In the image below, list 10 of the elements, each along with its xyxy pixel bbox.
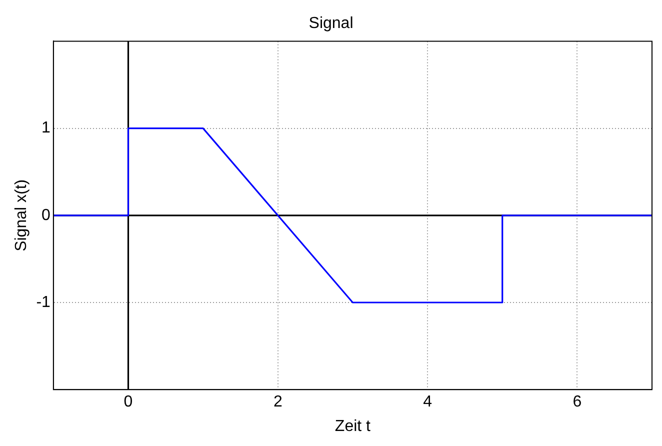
- y-tick-label: 1: [42, 120, 51, 137]
- y-axis-title: Signal x(t): [13, 179, 30, 252]
- chart-title: Signal: [308, 15, 354, 32]
- y-tick-label: -1: [36, 294, 51, 311]
- x-axis-title: Zeit t: [334, 418, 372, 435]
- x-tick-label: 6: [572, 394, 582, 411]
- x-tick-label: 4: [423, 394, 432, 411]
- x-tick-label: 0: [124, 394, 133, 411]
- x-tick-label: 2: [273, 394, 282, 411]
- y-tick-label: 0: [42, 206, 51, 224]
